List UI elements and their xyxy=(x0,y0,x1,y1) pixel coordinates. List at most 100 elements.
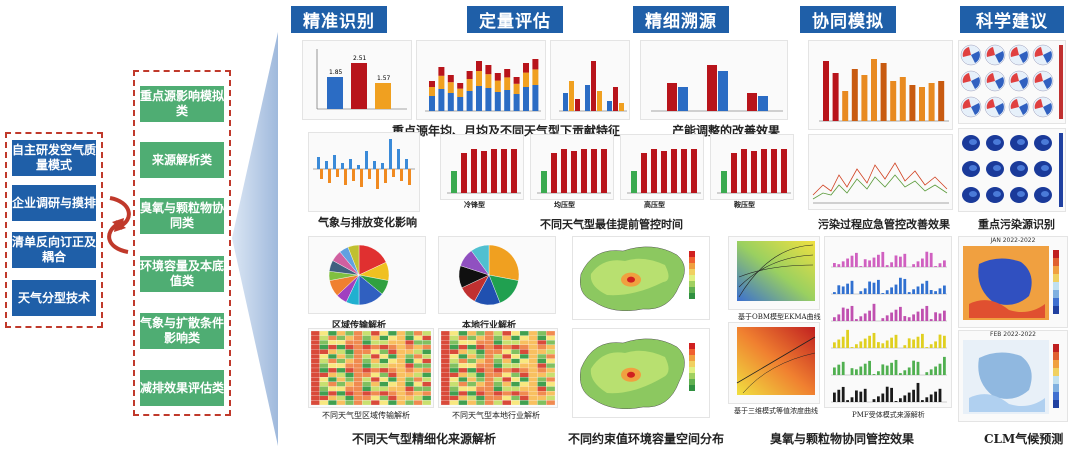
bar xyxy=(328,169,331,183)
caption-pmf: PMF受体模式来源解析 xyxy=(852,411,925,419)
bar xyxy=(928,83,935,121)
bar xyxy=(890,262,893,267)
mid-item-label: 气象与扩散条件影响类 xyxy=(140,316,225,345)
bar xyxy=(375,83,391,109)
mid-item-source-sim[interactable]: 重点源影响模拟类 xyxy=(140,86,224,122)
bar xyxy=(771,149,777,193)
timing-panel xyxy=(530,134,614,200)
mid-item-reduction[interactable]: 减排效果评估类 xyxy=(140,370,224,406)
thumb-weather-emission xyxy=(308,132,420,212)
bar xyxy=(837,314,841,321)
thumb-key-source-maps xyxy=(958,128,1066,212)
bar xyxy=(373,161,376,169)
header-advice: 科学建议 xyxy=(960,6,1064,33)
bar xyxy=(581,149,587,193)
left-item-model[interactable]: 自主研发空气质量模式 xyxy=(12,140,96,176)
bar xyxy=(429,87,435,96)
header-identify: 精准识别 xyxy=(291,6,387,33)
bar xyxy=(400,169,403,181)
bar xyxy=(481,151,487,193)
bar xyxy=(351,63,367,109)
bar xyxy=(571,151,577,193)
bar xyxy=(357,165,360,169)
bar xyxy=(929,369,933,375)
mid-item-capacity[interactable]: 环境容量及本底值类 xyxy=(140,256,224,292)
bar xyxy=(532,85,539,111)
bar xyxy=(938,313,942,321)
bar xyxy=(903,253,907,267)
left-item-survey[interactable]: 企业调研与摸排 xyxy=(12,185,96,221)
header-label: 协同模拟 xyxy=(812,12,884,32)
mid-item-label: 减排效果评估类 xyxy=(140,380,225,395)
bar xyxy=(872,374,876,375)
bar xyxy=(921,258,924,267)
bar xyxy=(881,364,885,375)
bar xyxy=(476,61,482,71)
bar xyxy=(872,399,876,402)
bar xyxy=(336,169,339,177)
region-heatmap xyxy=(310,330,432,406)
bar xyxy=(317,157,320,169)
bar xyxy=(485,88,492,111)
bar xyxy=(671,149,677,193)
bar xyxy=(863,259,867,267)
bar xyxy=(601,149,607,193)
cosim-bar-chart xyxy=(819,59,949,122)
bar xyxy=(429,81,435,87)
left-item-weather[interactable]: 天气分型技术 xyxy=(12,280,96,316)
mid-item-meteo[interactable]: 气象与扩散条件影响类 xyxy=(140,313,224,349)
bar xyxy=(661,151,667,193)
caption-r2-emergency: 污染过程应急管控改善效果 xyxy=(818,218,950,231)
bar xyxy=(721,171,727,193)
bar-label: 2.51 xyxy=(353,55,367,62)
bar-label: 1.57 xyxy=(377,75,391,82)
bar xyxy=(912,360,915,375)
bar xyxy=(916,361,920,375)
caption-r3-industry: 本地行业解析 xyxy=(462,321,517,331)
bar xyxy=(925,251,929,267)
bar xyxy=(890,362,893,375)
bar xyxy=(561,149,567,193)
bar xyxy=(877,254,880,267)
bar xyxy=(846,308,849,321)
caption-r5-fine: 不同天气型精细化来源解析 xyxy=(352,432,497,446)
thumb-clm-jan: JAN 2022-2022 xyxy=(958,236,1068,328)
bar xyxy=(855,390,858,402)
bar xyxy=(841,386,845,402)
bar xyxy=(504,77,511,90)
bar xyxy=(885,290,889,294)
bar xyxy=(408,169,411,185)
bar xyxy=(504,69,511,78)
bar xyxy=(494,92,501,111)
bar xyxy=(907,367,911,375)
bar xyxy=(494,80,501,92)
left-group xyxy=(5,132,103,328)
bar xyxy=(934,391,937,402)
bar xyxy=(485,65,492,75)
bar xyxy=(912,339,915,348)
bar xyxy=(325,161,328,169)
bar xyxy=(899,256,902,267)
left-item-label: 企业调研与摸排 xyxy=(12,195,97,210)
bar xyxy=(861,75,868,121)
mid-item-apportion[interactable]: 来源解析类 xyxy=(140,142,224,178)
bar xyxy=(921,283,924,294)
funnel-shape xyxy=(232,32,278,446)
bar xyxy=(846,400,849,402)
bar xyxy=(837,285,841,294)
bar xyxy=(368,169,371,179)
bar xyxy=(344,169,347,185)
bar xyxy=(841,307,845,321)
mid-item-label: 环境容量及本底值类 xyxy=(140,259,225,288)
bar xyxy=(943,310,946,321)
bar xyxy=(381,163,384,169)
bar xyxy=(890,312,893,321)
caption-r5-clm: CLM气候预测 xyxy=(984,432,1064,446)
left-item-inventory[interactable]: 清单反向订正及耦合 xyxy=(12,232,96,268)
industry-pie-chart xyxy=(458,244,520,306)
bar xyxy=(833,392,836,402)
mid-item-ozone-pm[interactable]: 臭氧与颗粒物协同类 xyxy=(140,198,224,234)
bar xyxy=(846,329,849,348)
bar xyxy=(894,255,898,267)
caption-r4-left: 不同天气型区域传输解析 xyxy=(322,411,410,420)
